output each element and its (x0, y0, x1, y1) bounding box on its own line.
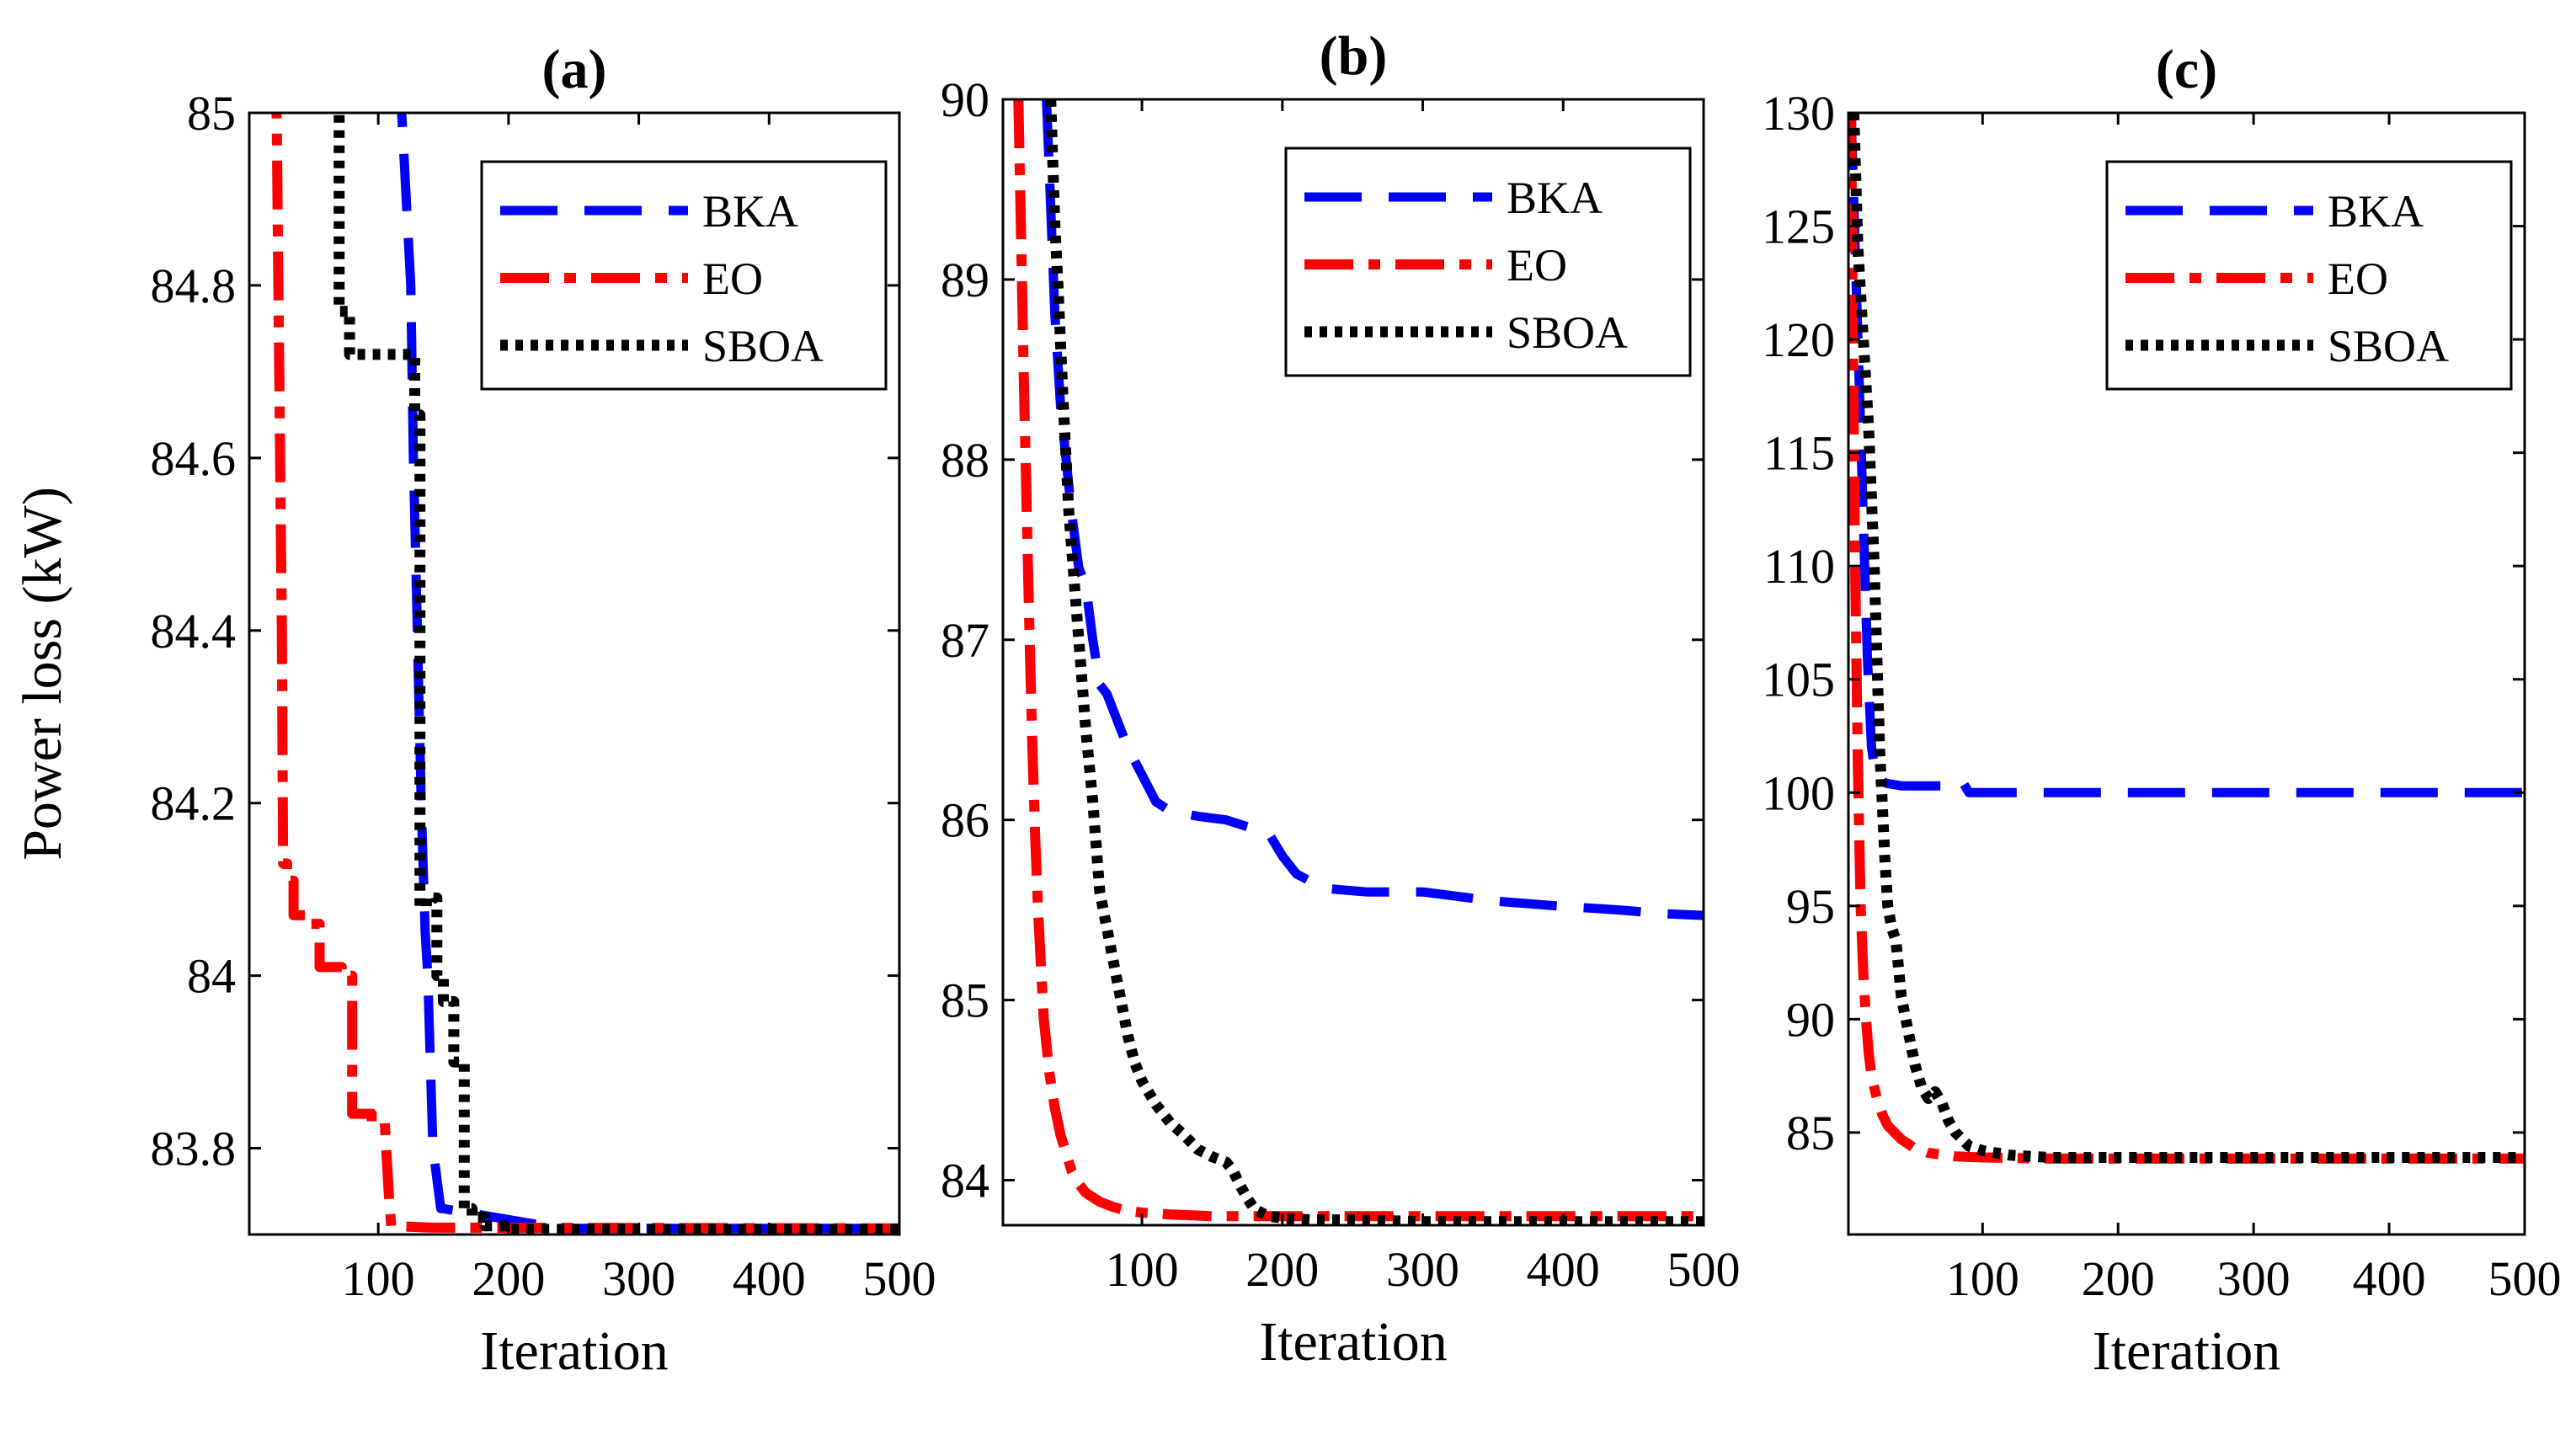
y-tick-label: 85 (941, 973, 989, 1028)
series-line-eo (1013, 99, 1704, 1222)
y-tick-label: 105 (1762, 653, 1835, 707)
y-tick-label: 90 (941, 72, 989, 127)
y-tick-label: 85 (187, 86, 236, 141)
y-tick-label: 84.2 (151, 776, 237, 831)
x-tick-label: 300 (2217, 1251, 2291, 1306)
y-tick-label: 87 (941, 613, 989, 668)
y-tick-label: 95 (1786, 879, 1835, 934)
x-tick-label: 500 (2488, 1251, 2562, 1306)
x-tick-label: 100 (1946, 1251, 2019, 1306)
x-tick-label: 200 (2082, 1251, 2155, 1306)
axes-frame (1001, 98, 1705, 1227)
panel-a: 100 200 300 400 500 83.8 84 84.2 84.4 84.6 84.8 85 (… (12, 39, 936, 1382)
series-group (1013, 99, 1704, 1225)
series-line-bka (1042, 99, 1704, 920)
y-tick-label: 89 (941, 253, 989, 307)
legend-label-bka: BKA (2328, 186, 2424, 237)
legend-label-sboa: SBOA (1507, 307, 1628, 358)
y-tick-label: 90 (1786, 992, 1835, 1047)
legend: BKA EO SBOA (1284, 147, 1692, 377)
y-tick-label: 115 (1763, 426, 1835, 481)
series-group (271, 113, 899, 1234)
legend-label-bka: BKA (702, 186, 798, 237)
legend-label-eo: EO (1507, 240, 1567, 291)
x-tick-label: 200 (472, 1251, 545, 1306)
y-tick-label: 110 (1763, 539, 1835, 594)
x-axis-label: Iteration (2093, 1320, 2281, 1382)
y-tick-label: 83.8 (151, 1122, 237, 1176)
y-tick-label: 125 (1762, 200, 1835, 254)
y-tick-label: 84.8 (151, 259, 237, 313)
y-tick-label: 88 (941, 433, 989, 488)
y-tick-label: 86 (941, 793, 989, 848)
panel-c: 100 200 300 400 500 85 90 95 100 105 110 115 120 125 1… (1762, 39, 2562, 1382)
series-line-sboa (1045, 99, 1704, 1225)
legend: BKA EO SBOA (480, 160, 888, 391)
x-tick-label: 200 (1245, 1242, 1319, 1297)
x-axis-label: Iteration (480, 1320, 669, 1382)
x-tick-label: 100 (1106, 1242, 1179, 1297)
y-tick-label: 100 (1762, 765, 1835, 820)
x-tick-label: 400 (2353, 1251, 2426, 1306)
y-tick-label: 84 (187, 949, 236, 1004)
x-tick-label: 500 (863, 1251, 936, 1306)
series-line-bka (397, 113, 899, 1234)
panel-title: (c) (2156, 39, 2217, 100)
panel-title: (a) (542, 39, 607, 100)
legend-label-sboa: SBOA (702, 321, 824, 371)
y-tick-label: 130 (1762, 86, 1835, 141)
x-tick-label: 300 (602, 1251, 675, 1306)
panel-title: (b) (1320, 25, 1388, 87)
legend: BKA EO SBOA (2105, 160, 2513, 391)
y-tick-label: 84.4 (151, 604, 237, 659)
y-tick-label: 120 (1762, 312, 1835, 367)
legend-label-sboa: SBOA (2328, 321, 2449, 371)
axes-frame (248, 111, 901, 1236)
y-tick-label: 84.6 (151, 431, 237, 486)
series-line-sboa (1848, 113, 2525, 1163)
panel-b: 100 200 300 400 500 84 85 86 87 88 89 90 (b) Iteratio… (941, 25, 1741, 1373)
x-tick-label: 300 (1386, 1242, 1459, 1297)
axes-frame (1847, 111, 2526, 1236)
x-tick-label: 400 (733, 1251, 806, 1306)
y-tick-label: 84 (941, 1154, 989, 1208)
legend-label-eo: EO (702, 253, 763, 304)
x-tick-label: 400 (1527, 1242, 1600, 1297)
x-tick-label: 500 (1667, 1242, 1741, 1297)
legend-label-bka: BKA (1507, 173, 1603, 223)
legend-label-eo: EO (2328, 253, 2388, 304)
x-tick-label: 100 (342, 1251, 415, 1306)
series-line-eo (271, 113, 899, 1234)
y-axis-label: Power loss (kW) (12, 487, 73, 861)
y-tick-label: 85 (1786, 1106, 1835, 1160)
x-axis-label: Iteration (1259, 1311, 1448, 1373)
series-line-bka (1848, 113, 2525, 797)
series-line-sboa (333, 113, 899, 1234)
